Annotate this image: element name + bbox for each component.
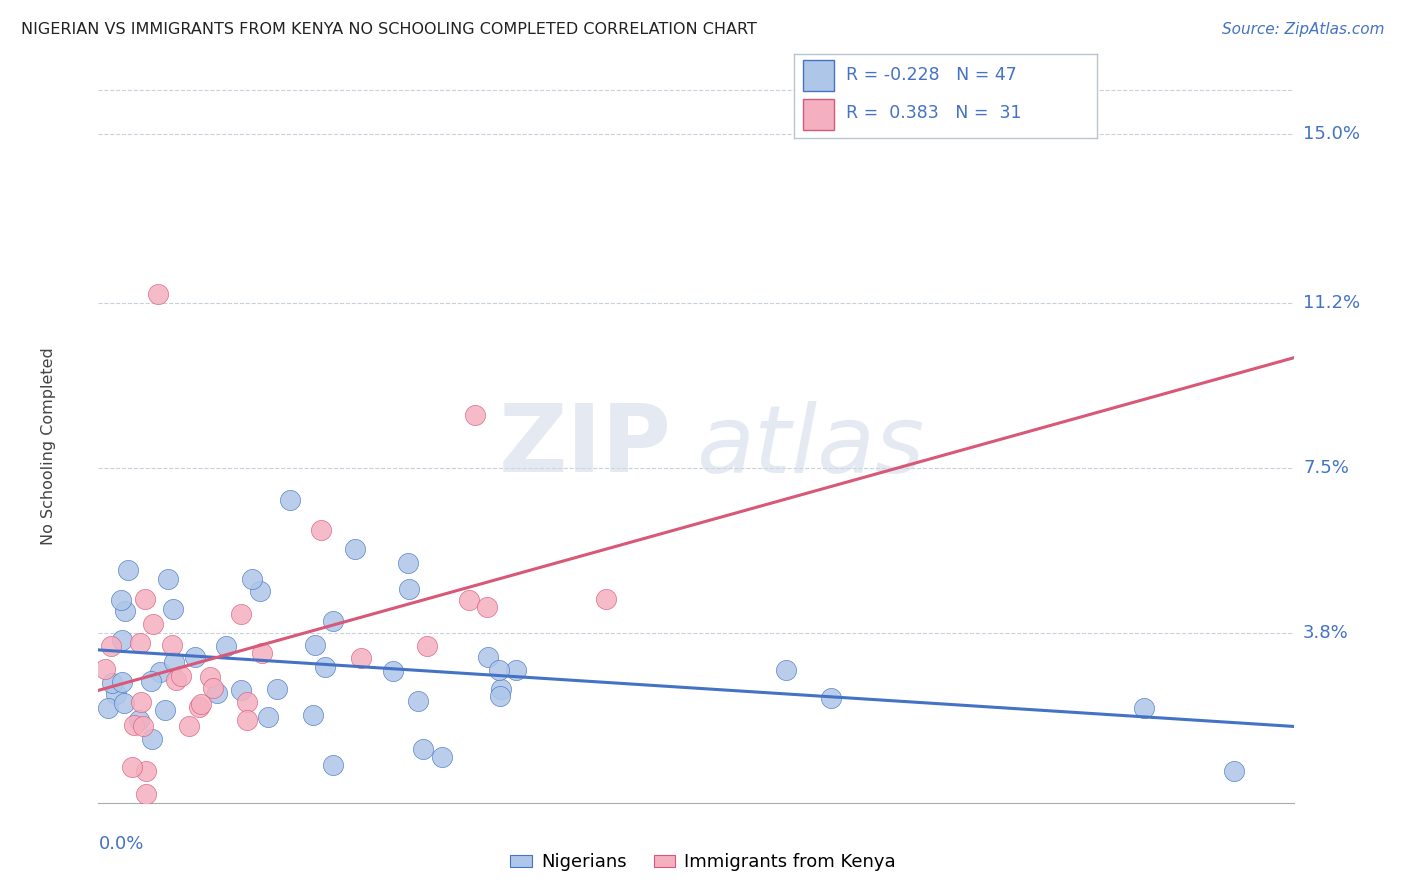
Point bbox=[207, 686, 229, 700]
Point bbox=[250, 646, 273, 660]
Point bbox=[240, 572, 263, 586]
Point bbox=[595, 591, 617, 606]
Point bbox=[475, 599, 498, 614]
Point bbox=[163, 655, 186, 669]
Point bbox=[135, 787, 157, 801]
Point bbox=[170, 669, 193, 683]
Point bbox=[304, 638, 326, 652]
Point bbox=[458, 593, 481, 607]
Text: NIGERIAN VS IMMIGRANTS FROM KENYA NO SCHOOLING COMPLETED CORRELATION CHART: NIGERIAN VS IMMIGRANTS FROM KENYA NO SCH… bbox=[21, 22, 756, 37]
Point bbox=[416, 640, 439, 654]
Text: atlas: atlas bbox=[696, 401, 924, 491]
Point bbox=[112, 696, 135, 710]
Point bbox=[135, 764, 157, 778]
Point bbox=[177, 719, 200, 733]
Point bbox=[430, 750, 453, 764]
Point bbox=[141, 731, 163, 746]
Point bbox=[322, 757, 344, 772]
Text: 7.5%: 7.5% bbox=[1303, 459, 1348, 477]
Bar bbox=[803, 99, 834, 130]
Point bbox=[111, 675, 134, 690]
Point bbox=[110, 593, 132, 607]
Point bbox=[266, 682, 288, 697]
Point bbox=[148, 287, 170, 301]
Point bbox=[153, 703, 176, 717]
Point bbox=[149, 665, 172, 679]
Point bbox=[129, 636, 152, 650]
Point bbox=[1133, 700, 1156, 714]
Point bbox=[1223, 764, 1246, 778]
Point bbox=[142, 616, 165, 631]
Point bbox=[129, 695, 152, 709]
Point bbox=[249, 584, 271, 599]
Point bbox=[229, 683, 252, 698]
Text: R =  0.383   N =  31: R = 0.383 N = 31 bbox=[846, 104, 1021, 122]
Point bbox=[505, 663, 527, 677]
Point bbox=[278, 492, 301, 507]
Point bbox=[235, 713, 257, 727]
Text: 0.0%: 0.0% bbox=[98, 835, 143, 853]
Text: 15.0%: 15.0% bbox=[1303, 125, 1360, 143]
Point bbox=[105, 687, 128, 701]
Point bbox=[477, 650, 499, 665]
Point bbox=[132, 719, 155, 733]
Text: 3.8%: 3.8% bbox=[1303, 624, 1348, 642]
Text: No Schooling Completed: No Schooling Completed bbox=[41, 347, 56, 545]
Legend: Nigerians, Immigrants from Kenya: Nigerians, Immigrants from Kenya bbox=[503, 847, 903, 879]
Point bbox=[122, 718, 145, 732]
Point bbox=[381, 665, 404, 679]
Point bbox=[97, 701, 120, 715]
Point bbox=[257, 710, 280, 724]
Bar bbox=[803, 61, 834, 91]
Text: R = -0.228   N = 47: R = -0.228 N = 47 bbox=[846, 66, 1017, 84]
Point bbox=[111, 633, 134, 648]
Point bbox=[160, 638, 183, 652]
Point bbox=[165, 673, 187, 687]
Point bbox=[134, 592, 156, 607]
Point bbox=[396, 556, 419, 570]
Point bbox=[322, 615, 344, 629]
Point bbox=[302, 707, 325, 722]
Text: ZIP: ZIP bbox=[499, 400, 672, 492]
Point bbox=[488, 663, 510, 677]
Point bbox=[157, 572, 180, 586]
Point bbox=[314, 660, 336, 674]
Point bbox=[100, 676, 122, 690]
Point bbox=[201, 681, 224, 696]
Point bbox=[489, 681, 512, 696]
Point bbox=[464, 408, 486, 422]
Point bbox=[350, 651, 373, 665]
Point bbox=[311, 523, 333, 537]
Point bbox=[141, 673, 163, 688]
Point bbox=[215, 639, 238, 653]
Point bbox=[100, 640, 122, 654]
Point bbox=[412, 742, 434, 756]
Point bbox=[820, 690, 842, 705]
Point bbox=[398, 582, 420, 596]
Point bbox=[406, 693, 429, 707]
Point bbox=[229, 607, 252, 621]
Point bbox=[488, 690, 510, 704]
Point bbox=[117, 563, 139, 577]
Text: 11.2%: 11.2% bbox=[1303, 294, 1360, 312]
Point bbox=[94, 662, 117, 676]
Point bbox=[184, 649, 207, 664]
Text: Source: ZipAtlas.com: Source: ZipAtlas.com bbox=[1222, 22, 1385, 37]
Point bbox=[190, 697, 212, 711]
Point bbox=[198, 669, 221, 683]
Point bbox=[114, 603, 136, 617]
Point bbox=[187, 700, 209, 714]
Point bbox=[236, 695, 259, 709]
Point bbox=[344, 541, 367, 556]
Point bbox=[128, 713, 150, 727]
Point bbox=[121, 759, 143, 773]
Point bbox=[162, 602, 184, 616]
Point bbox=[775, 663, 797, 677]
